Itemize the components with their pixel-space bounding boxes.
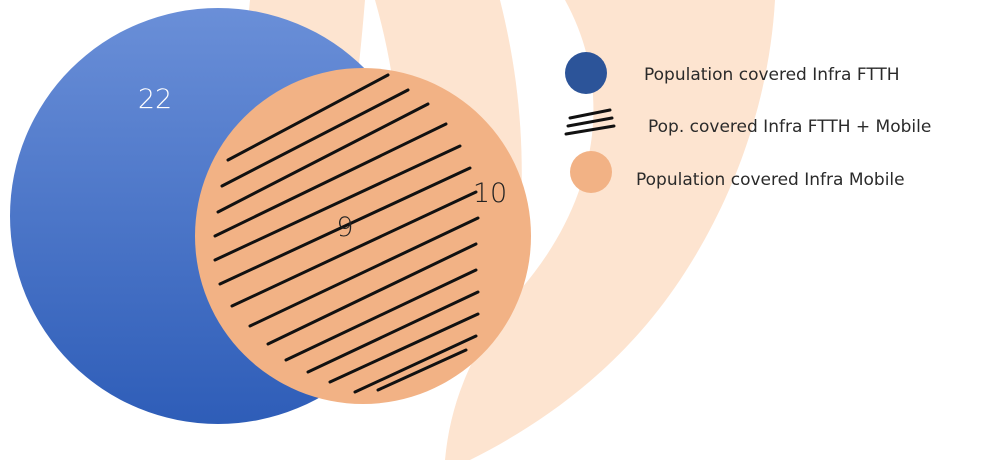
overlap-value: 9 xyxy=(336,212,353,243)
legend-label-ftth: Population covered Infra FTTH xyxy=(644,65,900,85)
blue-circle-icon xyxy=(565,52,607,94)
mobile-circle xyxy=(195,68,531,404)
ftth-only-value: 22 xyxy=(138,84,172,115)
mobile-only-value: 10 xyxy=(473,178,507,209)
hatch-line xyxy=(306,290,480,374)
hatch-line xyxy=(226,73,390,162)
hatch-line xyxy=(266,242,478,346)
legend-item-ftth: Population covered Infra FTTH xyxy=(565,52,900,94)
hatch-line xyxy=(376,348,468,392)
hatch-line xyxy=(218,166,472,286)
hatch-line xyxy=(230,190,478,308)
orange-circle-icon xyxy=(570,151,612,193)
legend-item-mobile: Population covered Infra Mobile xyxy=(570,151,905,193)
legend-item-overlap: Pop. covered Infra FTTH + Mobile xyxy=(564,108,931,137)
hatch-line xyxy=(284,268,478,362)
hatch-line xyxy=(213,122,448,238)
overlap-hatch xyxy=(213,73,480,394)
hatch-line xyxy=(220,88,410,188)
hatch-line xyxy=(353,334,478,394)
hatch-line xyxy=(328,312,480,384)
hatch-line xyxy=(248,216,480,328)
hatch-lines-icon xyxy=(564,108,616,136)
legend-label-overlap: Pop. covered Infra FTTH + Mobile xyxy=(648,117,931,137)
legend-label-mobile: Population covered Infra Mobile xyxy=(636,170,905,190)
hatch-line xyxy=(213,144,462,262)
hatch-line xyxy=(216,102,430,214)
legend: Population covered Infra FTTH Pop. cover… xyxy=(564,52,931,193)
watermark-arc-right xyxy=(445,0,775,460)
